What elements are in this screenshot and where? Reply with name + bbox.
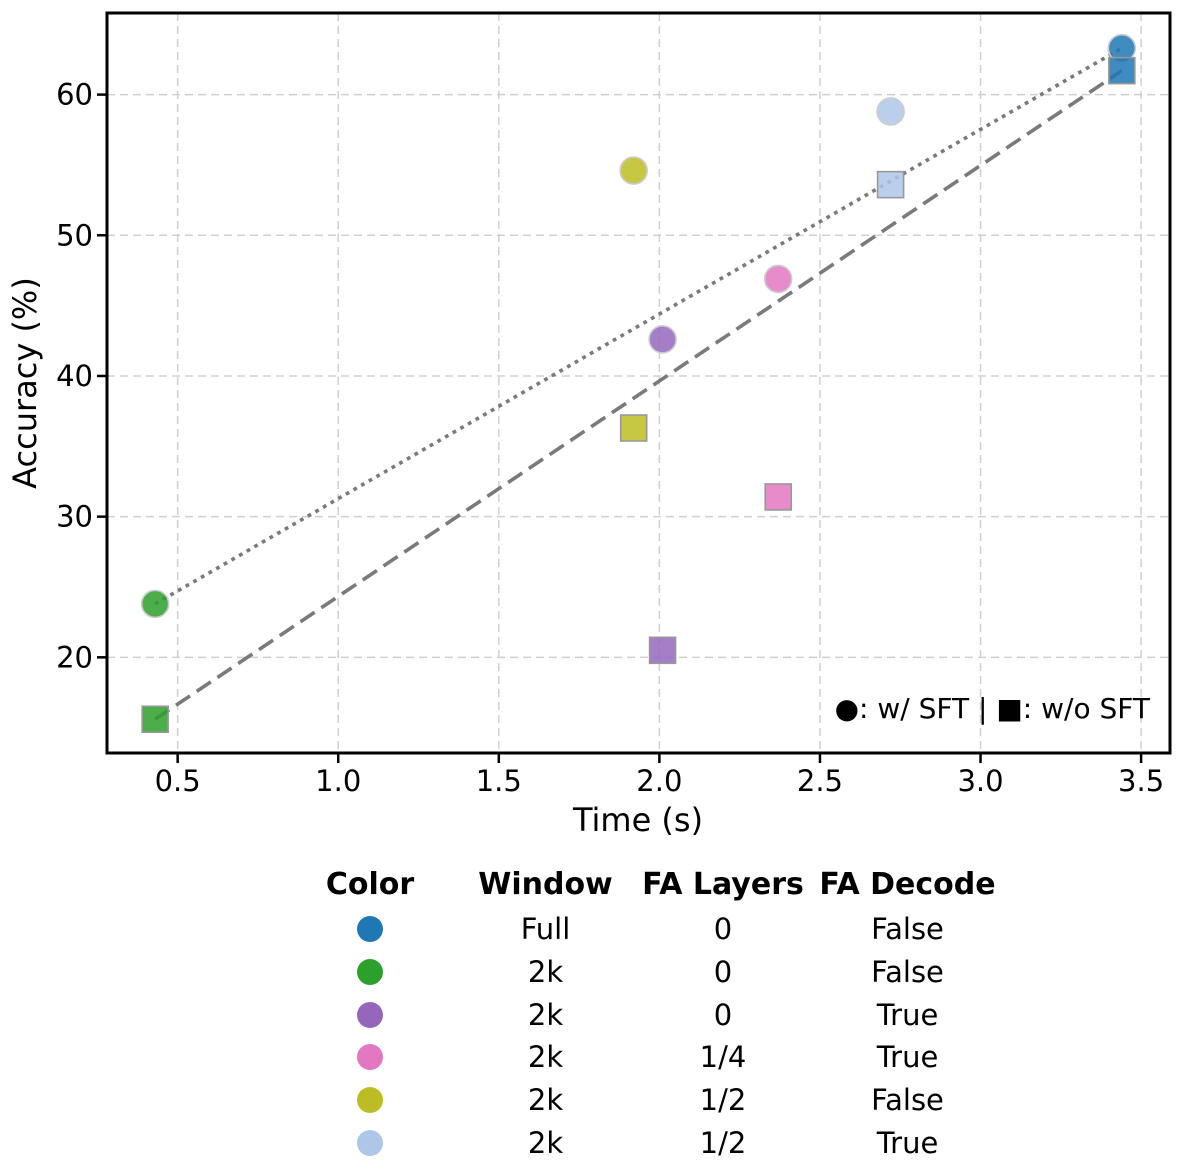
x-tick-label: 0.5 (155, 764, 201, 798)
scatter-chart: 0.5 1.0 1.5 2.0 2.5 3.0 3.5 20 30 40 50 60 ●: w/ SF… (6, 11, 1172, 839)
table-cell-fa-decode: False (871, 912, 944, 946)
table-cell-color (285, 1079, 455, 1122)
point-circle-window-2k-fa0-decode-false (140, 589, 170, 619)
col-header-window: Window (478, 867, 613, 902)
table-cell-fa-layers: 0 (713, 912, 733, 946)
table-cell-fa-layers: 1/2 (699, 1125, 747, 1160)
plot-border (105, 11, 1172, 755)
color-swatch-icon (357, 1129, 383, 1156)
color-swatch-icon (357, 916, 383, 942)
table-cell-fa-layers: 0 (713, 997, 733, 1032)
table-cell-fa-decode: True (876, 1040, 939, 1075)
x-tick-label: 2.0 (636, 764, 682, 798)
point-circle-window-2k-fa1-2-decode-false (619, 156, 648, 185)
config-table: Color Window FA Layers FA Decode Full 0 Fa… (285, 862, 1005, 1165)
table-cell-window: 2k (527, 954, 564, 989)
col-header-color: Color (325, 867, 415, 902)
point-square-window-2k-fa1-2-decode-true (876, 170, 905, 199)
table-cell-color (285, 994, 455, 1037)
table-cell-window: 2k (527, 1040, 564, 1075)
table-cell-fa-decode: False (871, 954, 944, 989)
x-tick-label: 3.0 (957, 764, 1003, 798)
table-cell-color (285, 951, 455, 994)
x-axis-label: Time (s) (572, 801, 703, 839)
trend-line-dotted (154, 46, 1123, 606)
x-tick-label: 1.0 (315, 764, 361, 798)
table-cell-window: 2k (527, 997, 564, 1032)
table-cell-fa-decode: True (876, 997, 939, 1032)
point-circle-window-2k-fa1-4-decode-true (763, 264, 793, 294)
x-tick-label: 2.5 (797, 764, 843, 798)
point-square-window-2k-fa0-decode-true (648, 636, 677, 665)
scatter-markers (140, 33, 1137, 734)
col-header-fa-decode: FA Decode (819, 867, 996, 902)
point-square-window-2k-fa0-decode-false (141, 705, 169, 734)
point-square-window-2k-fa1-4-decode-true (764, 483, 792, 511)
y-tick-label: 50 (56, 218, 93, 252)
trend-line-dashed (154, 69, 1123, 721)
axis-ticks: 0.5 1.0 1.5 2.0 2.5 3.0 3.5 20 30 40 50 60 (56, 78, 1164, 798)
table-cell-color (285, 1036, 455, 1079)
color-swatch-icon (357, 958, 383, 985)
point-circle-window-2k-fa0-decode-true (648, 325, 677, 354)
x-tick-label: 3.5 (1118, 764, 1164, 798)
table-cell-window: Full (520, 912, 571, 946)
table-cell-window: 2k (527, 1083, 564, 1118)
y-tick-label: 30 (56, 500, 93, 534)
y-tick-label: 40 (56, 359, 93, 393)
table-cell-fa-decode: True (876, 1125, 939, 1160)
table-cell-fa-decode: False (871, 1083, 944, 1118)
grid-layer (107, 13, 1170, 753)
table-cell-fa-layers: 1/4 (699, 1040, 747, 1075)
color-swatch-icon (357, 1001, 383, 1028)
table-cell-color (285, 1122, 455, 1165)
table-cell-color (285, 908, 455, 951)
y-tick-label: 20 (56, 640, 93, 674)
table-cell-fa-layers: 0 (713, 954, 733, 989)
y-tick-label: 60 (56, 78, 93, 112)
color-swatch-icon (357, 1087, 383, 1114)
point-circle-window-2k-fa1-2-decode-true (876, 97, 905, 126)
marker-shape-legend: ●: w/ SFT | ■: w/o SFT (835, 692, 1151, 725)
col-header-fa-layers: FA Layers (642, 867, 804, 902)
figure: 0.5 1.0 1.5 2.0 2.5 3.0 3.5 20 30 40 50 60 ●: w/ SF… (6, 11, 1172, 1160)
y-axis-label: Accuracy (%) (6, 277, 44, 489)
table-cell-window: 2k (527, 1125, 564, 1160)
point-square-window-2k-fa1-2-decode-false (619, 414, 648, 442)
trend-lines (154, 46, 1123, 721)
color-swatch-icon (357, 1044, 383, 1071)
table-cell-fa-layers: 1/2 (699, 1083, 747, 1118)
point-square-window-full-fa0-decode-false (1108, 56, 1136, 85)
x-tick-label: 1.5 (476, 764, 522, 798)
